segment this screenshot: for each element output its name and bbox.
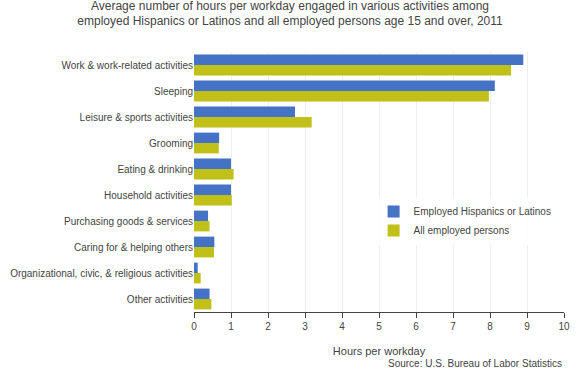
svg-text:7: 7	[450, 321, 456, 332]
svg-text:Leisure & sports activities: Leisure & sports activities	[80, 112, 193, 123]
svg-text:Sleeping: Sleeping	[154, 86, 193, 97]
svg-text:5: 5	[376, 321, 382, 332]
svg-text:4: 4	[339, 321, 345, 332]
svg-text:Other activities: Other activities	[127, 294, 193, 305]
svg-text:Source: U.S. Bureau of Labor S: Source: U.S. Bureau of Labor Statistics	[388, 358, 562, 369]
svg-text:0: 0	[191, 321, 197, 332]
svg-text:Organizational, civic, & relig: Organizational, civic, & religious activ…	[10, 268, 193, 279]
svg-text:2: 2	[265, 321, 271, 332]
svg-text:3: 3	[302, 321, 308, 332]
svg-text:Work & work-related activities: Work & work-related activities	[61, 60, 193, 71]
svg-text:Hours per workday: Hours per workday	[333, 345, 426, 357]
svg-text:Purchasing goods & services: Purchasing goods & services	[64, 216, 193, 227]
svg-text:Grooming: Grooming	[149, 138, 193, 149]
svg-text:Average number of hours per wo: Average number of hours per workday enga…	[77, 0, 503, 28]
svg-text:All employed persons: All employed persons	[414, 225, 510, 236]
svg-text:Employed Hispanics or Latinos: Employed Hispanics or Latinos	[414, 206, 551, 217]
svg-text:1: 1	[228, 321, 234, 332]
svg-text:Eating & drinking: Eating & drinking	[117, 164, 193, 175]
svg-text:9: 9	[524, 321, 530, 332]
svg-text:8: 8	[487, 321, 493, 332]
svg-text:Caring for & helping others: Caring for & helping others	[74, 242, 193, 253]
svg-text:10: 10	[558, 321, 570, 332]
svg-text:6: 6	[413, 321, 419, 332]
svg-text:Household activities: Household activities	[104, 190, 193, 201]
